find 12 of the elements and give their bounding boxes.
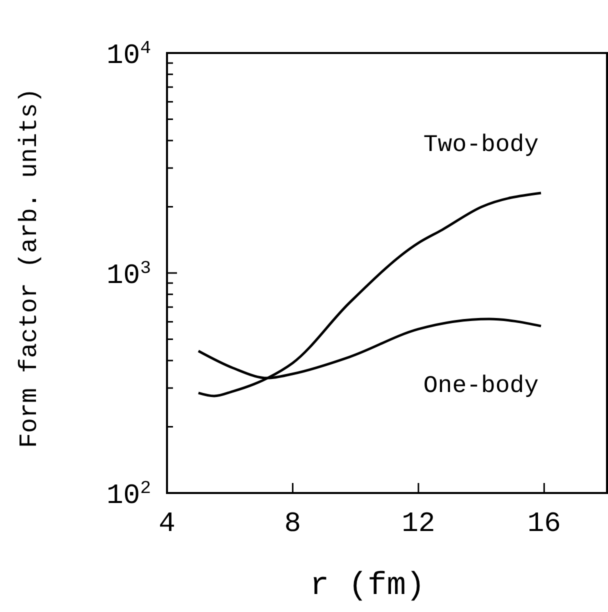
series-label: One-body: [423, 373, 539, 400]
x-tick-label: 4: [158, 509, 176, 540]
x-tick-label: 16: [527, 509, 561, 540]
y-tick-label: 10$^{2}$: [106, 479, 151, 512]
y-tick-label: 10$^{4}$: [106, 39, 151, 72]
x-tick-label: 12: [402, 509, 436, 540]
x-axis-title: r (fm): [310, 567, 426, 604]
series-label: Two-body: [423, 132, 539, 160]
x-tick-label: 8: [284, 509, 302, 540]
y-tick-label: 10$^{3}$: [106, 259, 151, 292]
y-axis-title: Form factor (arb. units): [15, 88, 44, 448]
line-series: [197, 192, 542, 398]
